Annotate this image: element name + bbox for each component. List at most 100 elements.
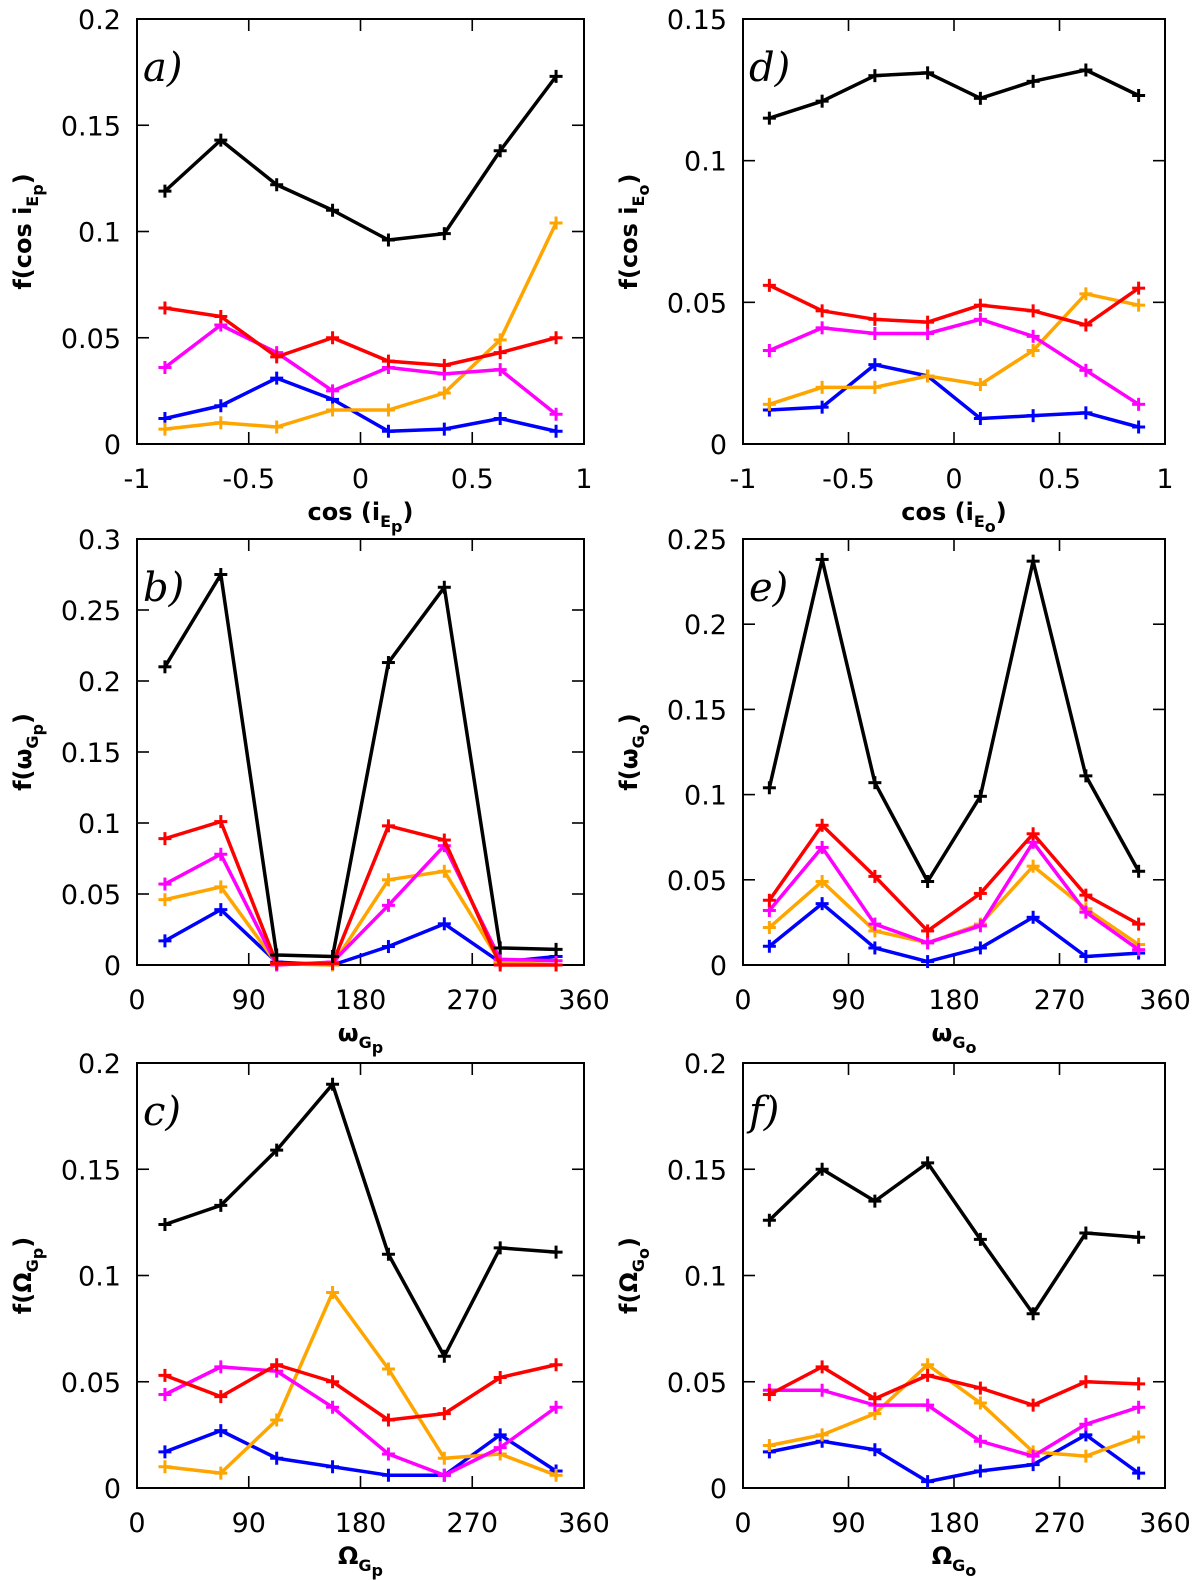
y-tick-label: 0.25 bbox=[667, 525, 727, 556]
data-point bbox=[1132, 298, 1146, 312]
data-point bbox=[493, 346, 507, 360]
series-line-orange bbox=[164, 222, 558, 431]
series-line-red bbox=[164, 1363, 557, 1422]
series-line-magenta bbox=[768, 317, 1140, 406]
series-red bbox=[762, 278, 1146, 332]
data-point bbox=[762, 111, 776, 125]
data-point bbox=[868, 776, 882, 790]
data-point bbox=[437, 1451, 451, 1465]
series-line-red bbox=[768, 283, 1140, 327]
series-magenta bbox=[762, 312, 1146, 411]
data-point bbox=[1079, 1375, 1093, 1389]
data-point bbox=[493, 958, 507, 972]
data-point bbox=[762, 903, 776, 917]
data-point bbox=[381, 1362, 395, 1376]
data-point bbox=[1079, 363, 1093, 377]
data-point bbox=[973, 412, 987, 425]
y-tick-label: 0.2 bbox=[684, 610, 727, 641]
series-line-red bbox=[164, 306, 557, 368]
series-line-magenta bbox=[768, 840, 1140, 952]
data-point bbox=[973, 1232, 987, 1246]
data-point bbox=[326, 403, 340, 417]
data-point bbox=[973, 1434, 987, 1448]
x-tick-label: -1 bbox=[730, 464, 757, 495]
series-line-black bbox=[163, 75, 558, 242]
y-tick-label: 0.1 bbox=[684, 1262, 727, 1293]
data-point bbox=[437, 580, 451, 594]
panel-d: -1 -0.5 0 0.5 1 0 0.05 0.1 0.15 cos (iEo) f(cos iE… bbox=[615, 5, 1174, 536]
data-point bbox=[868, 358, 882, 372]
y-tick-label: 0.05 bbox=[667, 866, 727, 897]
data-point bbox=[921, 369, 935, 383]
data-point bbox=[868, 1443, 882, 1457]
panel-tag: b) bbox=[143, 565, 184, 611]
x-tick-label: 360 bbox=[1139, 985, 1191, 1016]
x-axis-label: ωGo bbox=[932, 1019, 977, 1057]
data-point bbox=[326, 1400, 340, 1414]
data-point bbox=[973, 919, 987, 933]
y-tick-label: 0.05 bbox=[61, 880, 121, 911]
x-tick-label: 0.5 bbox=[1038, 464, 1081, 495]
data-point bbox=[270, 178, 284, 192]
y-tick-label: 0.1 bbox=[684, 781, 727, 812]
x-tick-label: 90 bbox=[831, 985, 865, 1016]
data-point bbox=[1026, 859, 1040, 873]
y-tick-label: 0 bbox=[710, 430, 727, 461]
data-point bbox=[973, 312, 987, 326]
data-point bbox=[868, 1194, 882, 1208]
x-tick-label: 180 bbox=[928, 1508, 980, 1539]
series-line-black bbox=[163, 572, 557, 959]
panel-e: 0 90 180 270 360 0 0.05 0.1 0.15 0.2 0.25 ωGo f(ωGo)… bbox=[615, 525, 1191, 1057]
data-point bbox=[158, 412, 172, 425]
data-point bbox=[921, 327, 935, 340]
data-point bbox=[815, 1162, 829, 1176]
y-tick-label: 0.15 bbox=[61, 738, 121, 769]
data-point bbox=[214, 310, 228, 323]
data-point bbox=[1079, 1449, 1093, 1463]
data-point bbox=[158, 934, 172, 948]
x-tick-label: 1 bbox=[1156, 464, 1173, 495]
x-tick-label: 0 bbox=[734, 985, 751, 1016]
data-point bbox=[921, 875, 935, 889]
data-point bbox=[1132, 1400, 1146, 1414]
data-point bbox=[326, 331, 340, 345]
x-axis-label: ΩGp bbox=[338, 1542, 383, 1580]
panel-tag: c) bbox=[143, 1089, 181, 1135]
plot-frame bbox=[742, 538, 1166, 966]
data-point bbox=[549, 942, 563, 956]
data-point bbox=[1132, 917, 1146, 931]
data-point bbox=[381, 873, 395, 887]
data-point bbox=[214, 568, 228, 581]
y-tick-label: 0.2 bbox=[78, 1049, 121, 1080]
plot-frame bbox=[136, 1062, 585, 1489]
data-point bbox=[549, 216, 563, 230]
data-point bbox=[815, 875, 829, 889]
data-point bbox=[815, 94, 829, 108]
data-point bbox=[381, 354, 395, 368]
x-tick-label: -1 bbox=[124, 464, 151, 495]
data-point bbox=[973, 941, 987, 955]
data-point bbox=[493, 1441, 507, 1455]
data-point bbox=[158, 361, 172, 374]
y-tick-label: 0.1 bbox=[684, 147, 727, 178]
data-point bbox=[493, 363, 507, 377]
data-point bbox=[1026, 1307, 1040, 1321]
data-point bbox=[1026, 554, 1040, 568]
data-point bbox=[815, 1383, 829, 1397]
data-point bbox=[493, 1371, 507, 1384]
data-point bbox=[214, 1466, 228, 1480]
series-red bbox=[762, 1360, 1146, 1412]
data-point bbox=[214, 903, 228, 917]
data-point bbox=[437, 917, 451, 931]
x-tick-label: 90 bbox=[232, 1508, 266, 1539]
data-point bbox=[381, 819, 395, 833]
series-line-red bbox=[767, 823, 1140, 933]
data-point bbox=[326, 203, 340, 217]
y-tick-label: 0.15 bbox=[667, 1155, 727, 1186]
data-point bbox=[921, 936, 935, 950]
y-tick-label: 0.05 bbox=[667, 288, 727, 319]
data-point bbox=[437, 227, 451, 241]
data-point bbox=[815, 840, 829, 854]
series-line-blue bbox=[769, 362, 1140, 429]
data-point bbox=[437, 1407, 451, 1421]
